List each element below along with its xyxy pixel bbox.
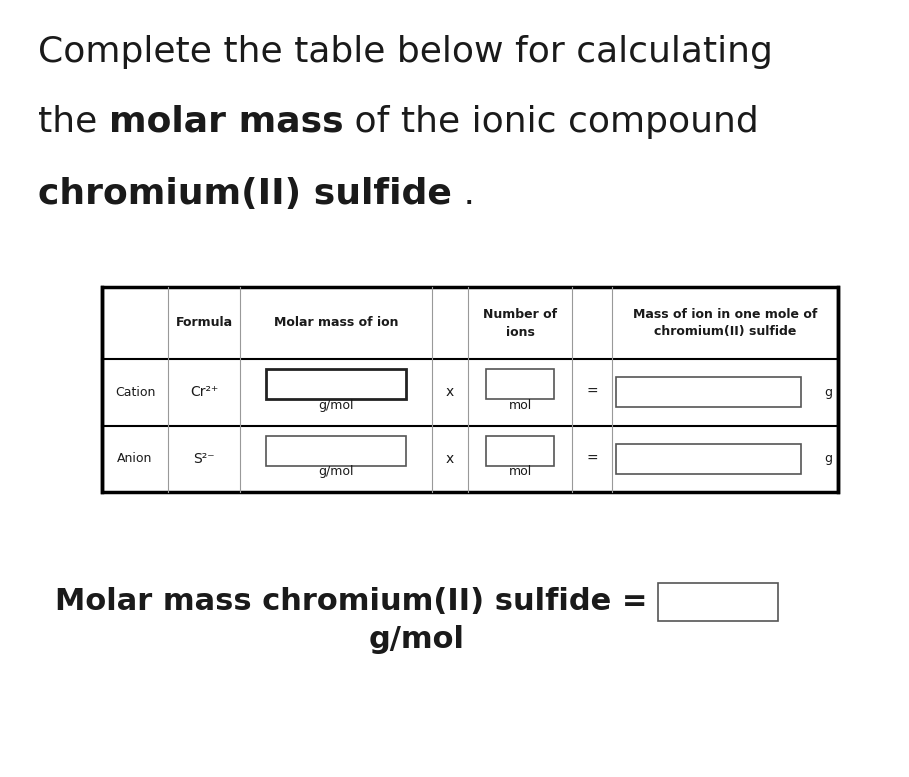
Bar xyxy=(486,369,554,399)
Bar xyxy=(657,583,777,621)
Text: Cr²⁺: Cr²⁺ xyxy=(190,385,218,399)
Bar xyxy=(102,287,838,492)
Text: chromium(II) sulfide: chromium(II) sulfide xyxy=(38,177,452,211)
Bar xyxy=(616,444,802,474)
Text: Cation: Cation xyxy=(115,385,155,399)
Bar xyxy=(266,436,406,465)
Text: Number of
ions: Number of ions xyxy=(483,308,557,339)
Text: Complete the table below for calculating: Complete the table below for calculating xyxy=(38,35,773,69)
Text: g/mol: g/mol xyxy=(368,625,464,653)
Text: g: g xyxy=(824,385,832,399)
Text: of the ionic compound: of the ionic compound xyxy=(344,105,759,139)
Text: Molar mass chromium(II) sulfide =: Molar mass chromium(II) sulfide = xyxy=(55,587,647,616)
Text: S²⁻: S²⁻ xyxy=(194,451,215,465)
Text: mol: mol xyxy=(508,465,532,479)
Text: Molar mass of ion: Molar mass of ion xyxy=(274,316,398,329)
Text: x: x xyxy=(446,451,454,465)
Text: the: the xyxy=(38,105,109,139)
Text: Formula: Formula xyxy=(175,316,233,329)
Text: Anion: Anion xyxy=(117,452,153,465)
Text: g: g xyxy=(824,452,832,465)
Text: g/mol: g/mol xyxy=(318,399,354,412)
Text: x: x xyxy=(446,385,454,399)
Bar xyxy=(616,378,802,407)
Bar xyxy=(486,436,554,465)
Bar xyxy=(266,369,406,399)
Text: mol: mol xyxy=(508,399,532,412)
Text: =: = xyxy=(586,385,598,399)
Text: Mass of ion in one mole of
chromium(II) sulfide: Mass of ion in one mole of chromium(II) … xyxy=(633,308,817,339)
Text: molar mass: molar mass xyxy=(109,105,344,139)
Text: g/mol: g/mol xyxy=(318,465,354,479)
Text: .: . xyxy=(452,177,474,211)
Text: =: = xyxy=(586,451,598,465)
